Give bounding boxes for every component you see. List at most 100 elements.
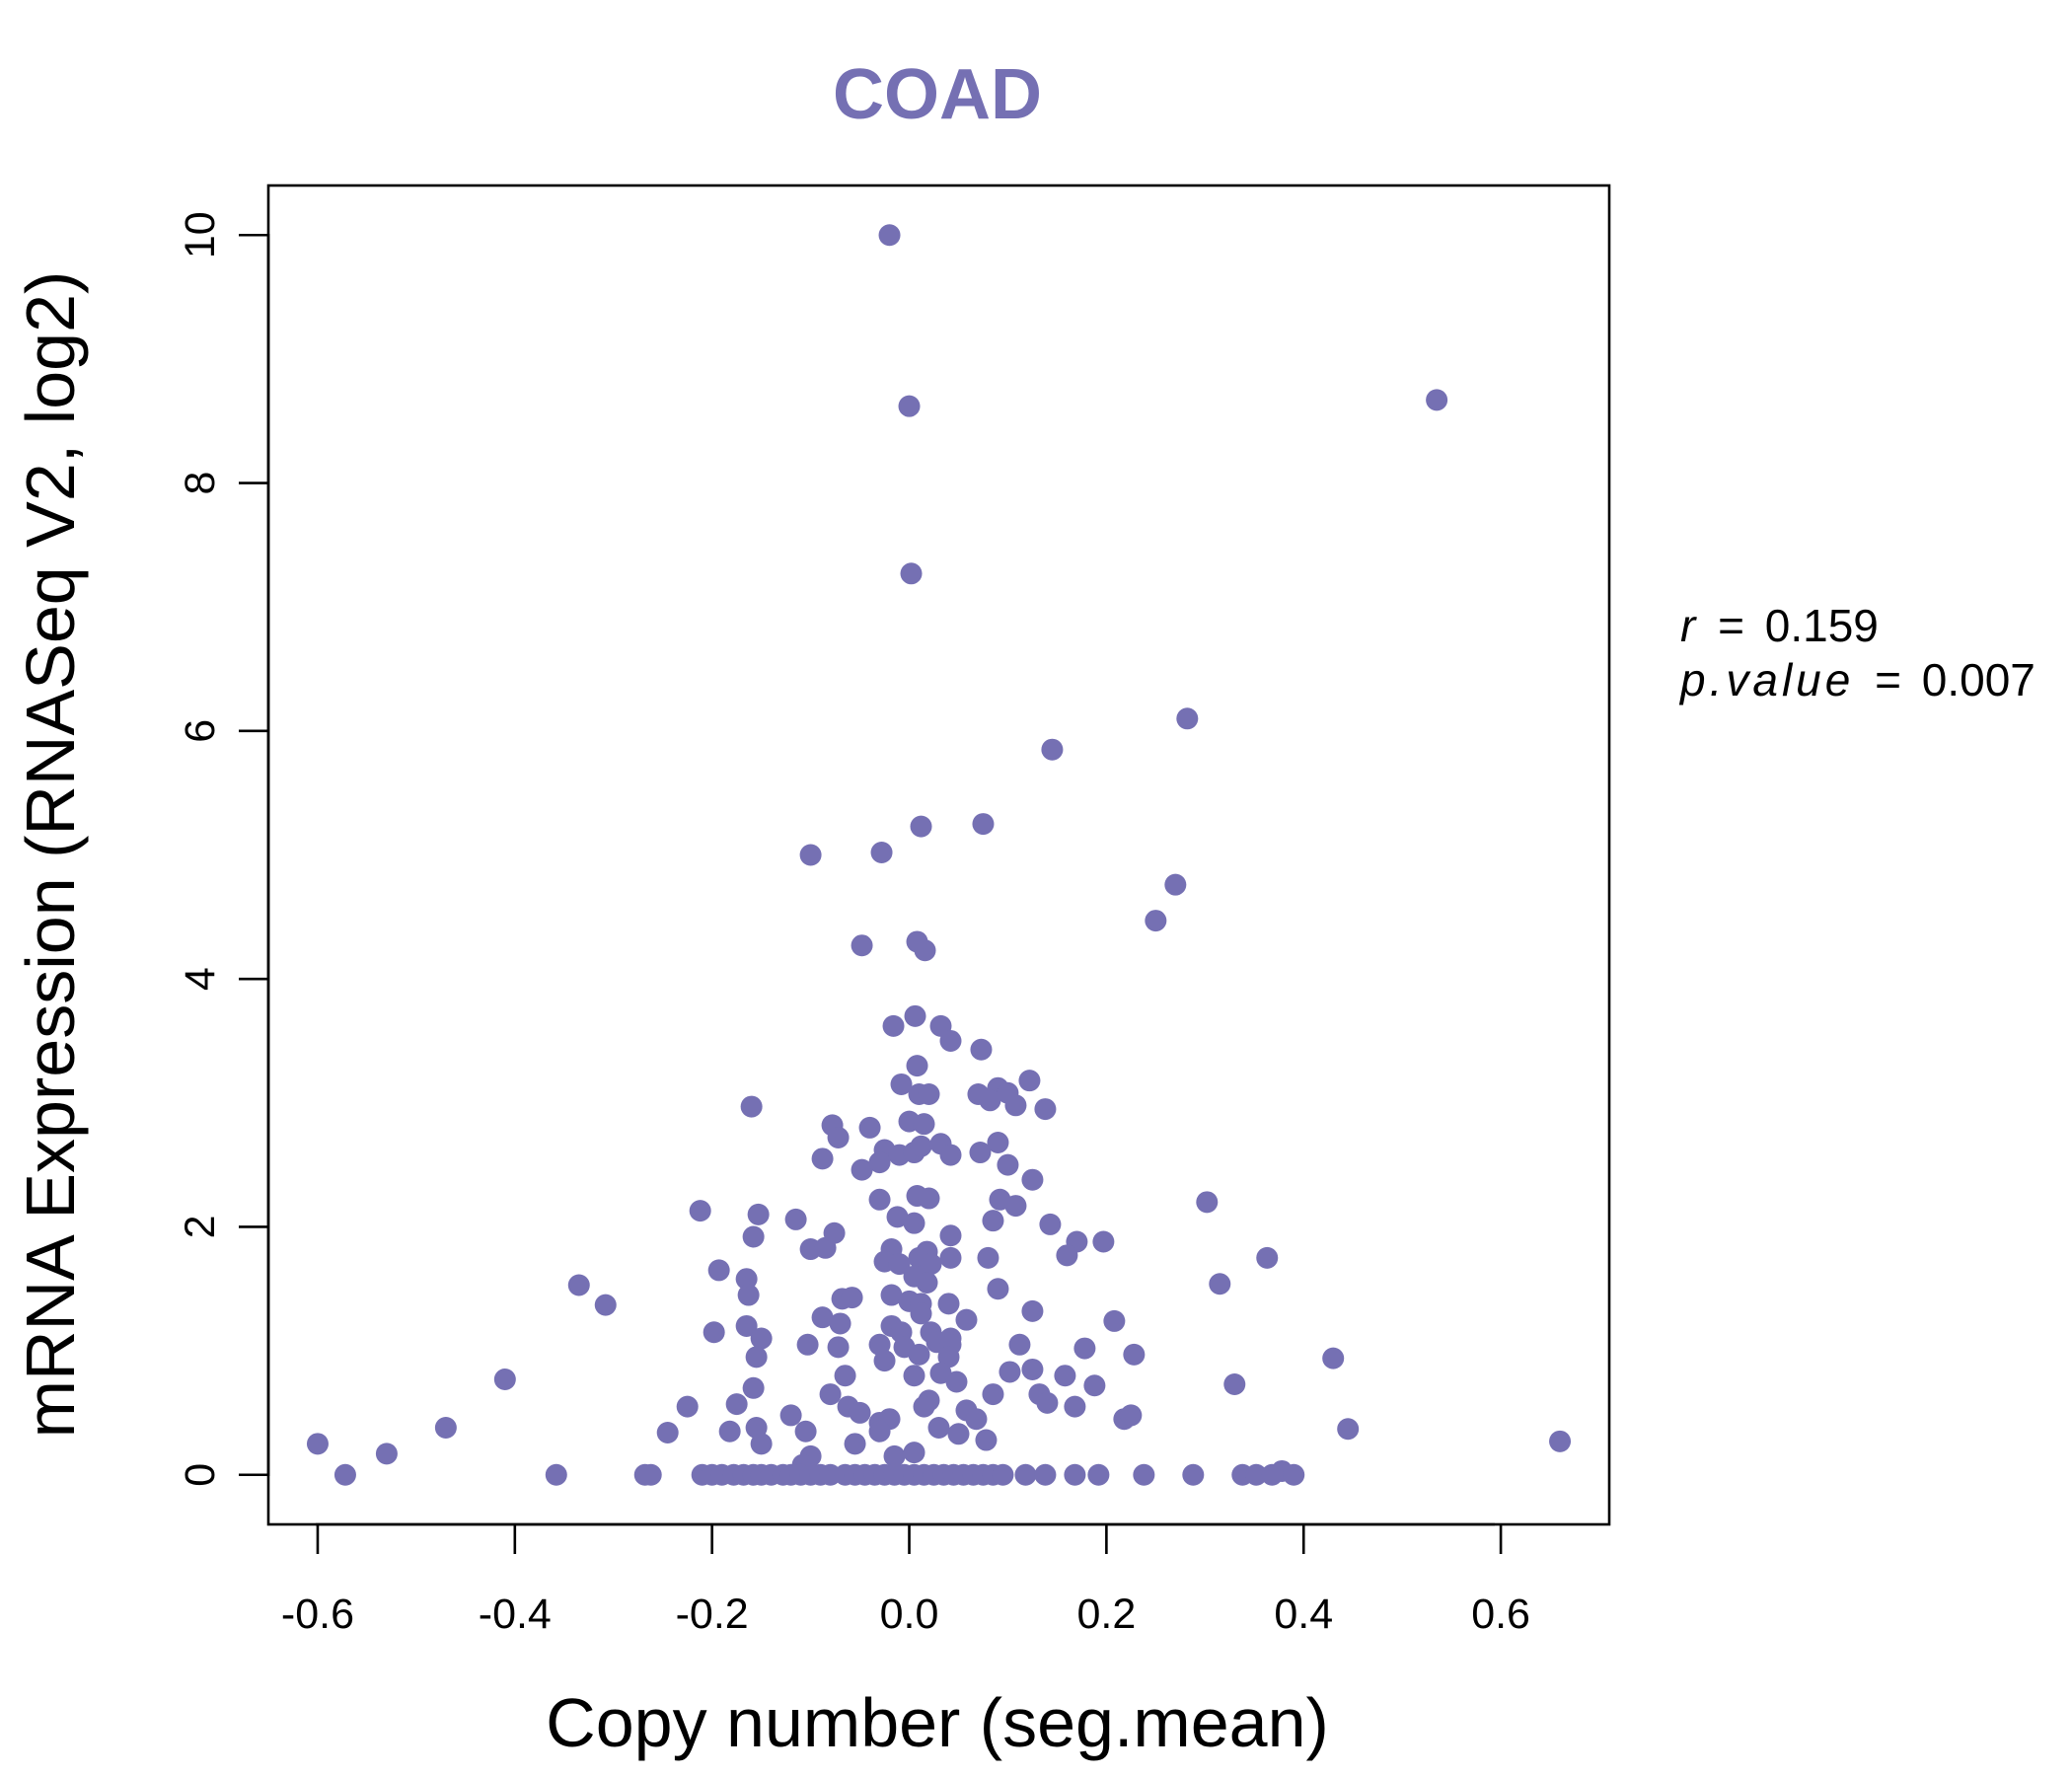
r-label: r [1680,600,1697,651]
scatter-point [911,1136,932,1157]
scatter-point [992,1464,1013,1486]
p-label: p.value [1678,654,1854,705]
scatter-point [911,1302,932,1324]
scatter-point [640,1464,662,1486]
y-axis-title: mRNA Expression (RNASeq V2, log2) [12,271,89,1439]
scatter-point [795,1421,817,1443]
scatter-point [874,1350,896,1371]
scatter-point [939,1030,961,1052]
scatter-point [1064,1396,1085,1418]
scatter-point [1223,1373,1245,1395]
scatter-point [828,1336,850,1358]
scatter-point [899,396,921,417]
scatter-point [850,1402,871,1424]
scatter-point [1092,1231,1114,1253]
x-tick-label: 0.4 [1274,1591,1333,1638]
scatter-point [1021,1359,1043,1380]
scatter-point [945,1371,967,1393]
scatter-point [919,1083,940,1105]
scatter-point [307,1433,329,1454]
scatter-point [911,816,932,838]
scatter-point [743,1377,765,1399]
scatter-point [905,1005,926,1027]
statistics-annotation: r = 0.159 p.value = 0.007 [1678,600,2035,705]
r-value: 0.159 [1765,600,1879,651]
y-tick-label: 4 [177,967,224,991]
scatter-point [884,1445,906,1467]
scatter-point [1549,1431,1571,1452]
scatter-point [1209,1273,1230,1295]
x-tick-label: 0.2 [1076,1591,1136,1638]
scatter-point [999,1361,1020,1382]
scatter-point [982,1383,1003,1405]
scatter-point [1039,1214,1061,1235]
scatter-point [1034,1464,1056,1486]
scatter-point [1337,1418,1359,1440]
scatter-point [835,1365,856,1386]
scatter-point [1283,1464,1304,1486]
scatter-point [987,1132,1008,1153]
scatter-point [828,1127,850,1148]
scatter-point [1014,1464,1036,1486]
scatter-point [743,1225,765,1247]
scatter-point [869,1151,891,1173]
scatter-point [975,1430,997,1451]
scatter-point [1041,739,1063,761]
scatter-point [1021,1300,1043,1322]
plot-frame [268,185,1609,1524]
scatter-point [1064,1464,1085,1486]
scatter-point [883,1015,905,1037]
scatter-point [901,562,923,584]
x-tick-label: -0.2 [676,1591,749,1638]
scatter-point [939,1247,961,1269]
scatter-point [955,1309,977,1331]
scatter-point [869,1189,891,1211]
scatter-point [800,845,822,866]
scatter-point [879,224,901,246]
scatter-point [1145,910,1166,931]
scatter-point [928,1417,950,1439]
scatter-point [904,1365,925,1386]
x-tick-label: -0.6 [281,1591,354,1638]
chart-title: COAD [833,55,1042,134]
scatter-point [797,1334,819,1356]
scatter-point [657,1422,679,1443]
scatter-point [677,1396,699,1418]
scatter-point [914,1113,935,1135]
scatter-point [977,1247,999,1269]
p-statistic: p.value = 0.007 [1678,654,2035,705]
scatter-point [1021,1169,1043,1191]
scatter-point [785,1209,807,1230]
scatter-point [690,1200,711,1221]
scatter-point [435,1417,457,1439]
scatter-point [1073,1338,1095,1360]
scatter-point [1008,1334,1030,1356]
scatter-point [851,934,873,956]
scatter-point [1054,1365,1075,1386]
x-axis-ticks: -0.6 -0.4 -0.2 0.0 0.2 0.4 0.6 [281,1524,1530,1638]
scatter-point [939,1224,961,1246]
scatter-point [909,1344,930,1366]
scatter-point [965,1408,987,1430]
scatter-point [568,1274,590,1295]
scatter-point [812,1147,834,1169]
scatter-point [1120,1404,1142,1426]
scatter-point [595,1295,617,1316]
scatter-point [979,1089,1000,1111]
scatter-point [1176,707,1198,729]
r-statistic: r = 0.159 [1680,600,1879,651]
scatter-point [708,1259,730,1281]
scatter-point [1087,1464,1109,1486]
scatter-point [719,1421,741,1443]
y-axis-ticks: 0 2 4 6 8 10 [177,211,268,1486]
scatter-point [830,1312,851,1334]
y-tick-label: 10 [177,211,224,259]
scatter-point [1004,1094,1026,1116]
scatter-point [1256,1247,1278,1269]
y-tick-label: 6 [177,719,224,743]
scatter-point [751,1328,773,1350]
scatter-point [970,1039,992,1061]
scatter-point [919,1188,940,1210]
p-value: 0.007 [1922,654,2035,705]
scatter-point [1004,1195,1026,1217]
